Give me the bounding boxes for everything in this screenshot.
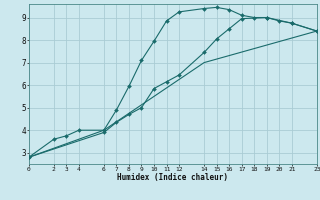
X-axis label: Humidex (Indice chaleur): Humidex (Indice chaleur) [117, 173, 228, 182]
